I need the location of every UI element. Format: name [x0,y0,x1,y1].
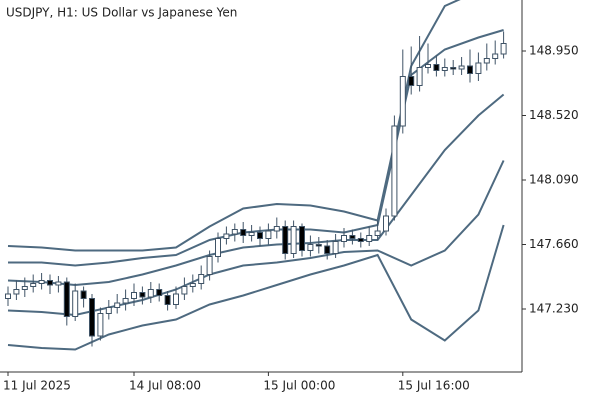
band-line [7,0,461,252]
candle-body [500,43,507,55]
y-tick-label: 147.230 [529,302,579,316]
x-tick-label: 15 Jul 16:00 [398,379,470,393]
candle-body [483,58,490,64]
candle-body [189,283,196,287]
candle-body [324,245,331,254]
candle-body [248,232,255,236]
candle-body [425,64,431,68]
x-tick-label: 14 Jul 08:00 [129,379,201,393]
candle-body [63,281,70,317]
candle-body [114,302,121,308]
candle-body [80,290,87,299]
x-tick-label: 11 Jul 2025 [3,379,71,393]
candle-body [383,215,389,232]
candle-body [315,244,322,247]
candle-body [357,238,364,242]
candle-body [416,67,423,86]
candle-body [55,281,62,286]
candle-body [21,286,28,290]
candle-body [391,125,398,217]
candle-body [139,292,146,298]
y-tick-label: 148.520 [529,108,579,122]
candle-body [265,230,272,239]
y-tick-label: 148.950 [529,44,579,58]
band-line [7,224,505,351]
candle-body [147,289,154,298]
candle-body [122,298,129,304]
candle-body [164,295,171,305]
candle-body [257,232,263,239]
candle-body [374,230,381,236]
candle-body [105,307,112,314]
candle-body [408,76,415,86]
candle-body [299,226,305,251]
candle-body [475,62,482,74]
candle-body [38,280,45,284]
candle-body [341,235,347,242]
candle-body [89,298,95,337]
candle-body [433,64,440,71]
candle-body [290,226,297,254]
candle-body [273,226,280,232]
candle-body [240,229,247,236]
candle-body [131,292,137,299]
candle-body [467,65,473,74]
candle-body [450,67,457,70]
candle-body [332,241,339,254]
candle-body [441,67,448,71]
candle-body [399,76,406,127]
candle-body [47,280,53,286]
candle-body [198,274,205,284]
candle-body [492,53,499,59]
candle-body [307,244,314,251]
candle-body [366,235,373,242]
candle-body [72,290,79,317]
candle-body [231,229,238,235]
candle-body [173,293,179,305]
y-tick-label: 147.660 [529,237,579,251]
candle-body [5,293,11,299]
candle-body [223,233,230,239]
candle-body [206,256,213,275]
chart-title: USDJPY, H1: US Dollar vs Japanese Yen [6,6,237,20]
candle-body [458,65,465,70]
candle-body [349,235,356,239]
y-tick-label: 148.090 [529,173,579,187]
candle-body [181,286,188,295]
candle-body [282,226,289,254]
candle-body [97,313,104,337]
candle-body [30,283,37,287]
candle-body [215,238,221,257]
candle-body [13,289,20,295]
x-tick-label: 15 Jul 00:00 [263,379,335,393]
plot-area [5,0,507,351]
candle-body [156,289,163,296]
